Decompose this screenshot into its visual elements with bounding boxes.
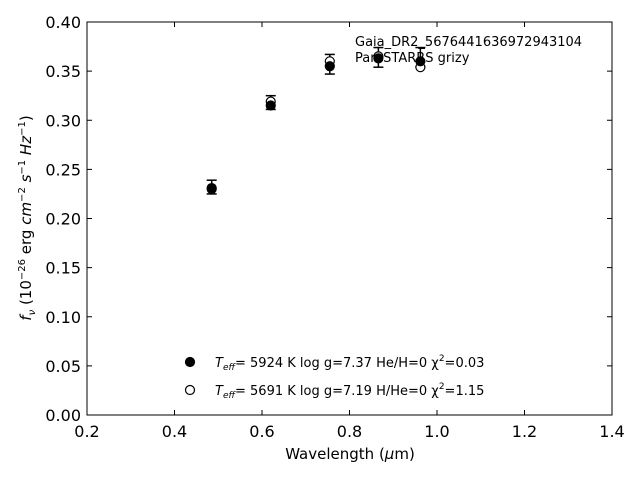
legend-marker xyxy=(184,356,196,368)
x-tick-label: 0.4 xyxy=(162,422,187,441)
y-tick-label: 0.35 xyxy=(45,62,81,81)
annotation-line-1: Gaia_DR2_5676441636972943104 xyxy=(355,35,582,50)
legend-marker xyxy=(184,384,196,396)
data-points xyxy=(206,51,426,195)
x-tick-label: 1.2 xyxy=(512,422,537,441)
x-tick-label: 0.8 xyxy=(337,422,362,441)
legend-entry: Teff= 5924 K log g=7.37 He/H=0 χ2=0.03 xyxy=(184,354,484,373)
point-model-da xyxy=(265,100,276,111)
y-tick-label: 0.30 xyxy=(45,111,81,130)
y-axis: 0.00 0.05 0.10 0.15 0.20 0.25 0.30 0.35 0.40 xyxy=(45,13,612,425)
y-tick-label: 0.10 xyxy=(45,308,81,327)
legend: Teff= 5924 K log g=7.37 He/H=0 χ2=0.03 Te… xyxy=(184,354,484,401)
x-tick-label: 1.0 xyxy=(424,422,449,441)
y-tick-label: 0.25 xyxy=(45,160,81,179)
point-model-da xyxy=(324,61,335,72)
y-tick-label: 0.40 xyxy=(45,13,81,32)
plot-frame xyxy=(86,21,613,416)
x-tick-label: 0.6 xyxy=(249,422,274,441)
plot-area xyxy=(86,21,613,416)
legend-label: Teff= 5924 K log g=7.37 He/H=0 χ2=0.03 xyxy=(215,354,484,373)
x-axis-label: Wavelength (μm) xyxy=(285,445,415,463)
x-tick-label: 1.4 xyxy=(599,422,624,441)
annotation-line-2: Pan-STARRS grizy xyxy=(355,51,470,66)
legend-label: Teff= 5691 K log g=7.19 H/He=0 χ2=1.15 xyxy=(215,382,484,401)
point-model-da xyxy=(373,53,384,64)
x-tick-label: 0.2 xyxy=(74,422,99,441)
point-model-da xyxy=(415,56,426,67)
legend-entry: Teff= 5691 K log g=7.19 H/He=0 χ2=1.15 xyxy=(184,382,484,401)
y-tick-label: 0.00 xyxy=(45,406,81,425)
y-axis-label: fν (10−26 erg cm−2 s−1 Hz−1) xyxy=(17,115,38,320)
x-axis: 0.2 0.4 0.6 0.8 1.0 1.2 1.4 xyxy=(74,22,625,441)
y-tick-label: 0.05 xyxy=(45,357,81,376)
point-model-da xyxy=(206,182,217,194)
y-tick-label: 0.20 xyxy=(45,210,81,229)
y-tick-label: 0.15 xyxy=(45,259,81,278)
